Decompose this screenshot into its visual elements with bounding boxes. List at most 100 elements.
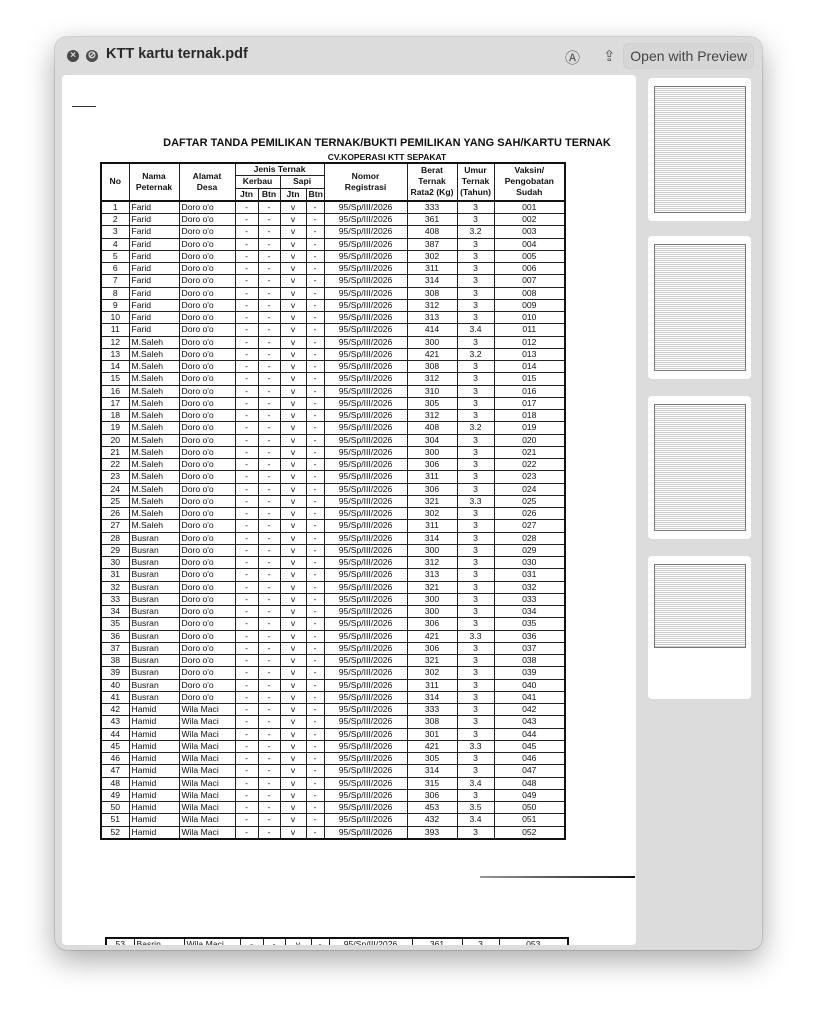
cell-kerbau-jtn: - bbox=[234, 274, 259, 288]
cell-sapi-btn: - bbox=[305, 261, 325, 276]
table-row: 41 Busran Doro o'o - - v -95/Sp/III/2026 314 3 04… bbox=[100, 690, 566, 705]
page-thumbnail-1[interactable] bbox=[648, 78, 751, 221]
markup-icon[interactable]: Ⓐ bbox=[565, 50, 581, 67]
cell-kerbau-btn: - bbox=[257, 261, 281, 276]
cell-kerbau-jtn: - bbox=[234, 764, 259, 778]
cell-kerbau-btn: - bbox=[257, 506, 281, 521]
table-row: 2 Farid Doro o'o - - v -95/Sp/III/2026 361 3 002 bbox=[100, 212, 566, 227]
cell-kerbau-jtn: - bbox=[234, 310, 259, 325]
cell-berat: 314 bbox=[406, 690, 458, 705]
cell-kerbau-jtn: - bbox=[234, 715, 259, 729]
cell-kerbau-btn: - bbox=[257, 433, 281, 447]
cell-berat: 306 bbox=[406, 788, 458, 803]
cell-vaksin: 047 bbox=[493, 764, 566, 778]
cell-registrasi: 95/Sp/III/2026 bbox=[323, 470, 408, 484]
cell-berat: 302 bbox=[406, 506, 458, 521]
table-row: 26 M.Saleh Doro o'o - - v -95/Sp/III/2026 302 3 0… bbox=[100, 506, 566, 521]
page-thumbnail-4[interactable] bbox=[648, 556, 751, 699]
cell-kerbau-btn: - bbox=[257, 470, 281, 484]
cell-berat: 432 bbox=[406, 813, 458, 827]
cell-sapi-btn: - bbox=[305, 384, 325, 398]
cell-sapi-btn: - bbox=[310, 937, 330, 945]
cell-kerbau-btn: - bbox=[257, 617, 281, 631]
cell-desa: Doro o'o bbox=[178, 641, 236, 656]
cell-umur: 3 bbox=[456, 690, 495, 705]
cell-registrasi: 95/Sp/III/2026 bbox=[323, 237, 408, 251]
table-row: 29 Busran Doro o'o - - v -95/Sp/III/2026 300 3 02… bbox=[100, 543, 566, 558]
cell-sapi-btn: - bbox=[305, 800, 325, 815]
cell-no: 46 bbox=[100, 751, 130, 766]
cell-nama: M.Saleh bbox=[128, 335, 180, 349]
open-with-preview-button[interactable]: Open with Preview bbox=[623, 43, 754, 69]
stop-icon[interactable]: ⊘ bbox=[86, 50, 98, 62]
cell-desa: Doro o'o bbox=[178, 323, 236, 337]
cell-registrasi: 95/Sp/III/2026 bbox=[323, 715, 408, 729]
cell-desa: Doro o'o bbox=[178, 457, 236, 472]
cell-kerbau-btn: - bbox=[257, 408, 281, 423]
cell-nama: Busran bbox=[128, 568, 180, 582]
cell-berat: 305 bbox=[406, 751, 458, 766]
cell-vaksin: 046 bbox=[493, 751, 566, 766]
cell-kerbau-jtn: - bbox=[234, 433, 259, 447]
cell-desa: Doro o'o bbox=[178, 555, 236, 570]
cell-sapi-jtn: v bbox=[279, 506, 307, 521]
cell-umur: 3 bbox=[456, 764, 495, 778]
table-row: 8 Farid Doro o'o - - v -95/Sp/III/2026 308 3 008 bbox=[100, 286, 566, 300]
table-row: 16 M.Saleh Doro o'o - - v -95/Sp/III/2026 310 3 0… bbox=[100, 384, 566, 398]
cell-sapi-jtn: v bbox=[279, 249, 307, 264]
cell-umur: 3 bbox=[456, 568, 495, 582]
document-subtitle: CV.KOPERASI KTT SEPAKAT bbox=[327, 152, 447, 162]
cell-kerbau-jtn: - bbox=[234, 225, 259, 239]
cell-berat: 321 bbox=[406, 580, 458, 594]
table-row: 47 Hamid Wila Maci - - v -95/Sp/III/2026 314 3 04… bbox=[100, 764, 566, 778]
cell-sapi-jtn: v bbox=[279, 482, 307, 496]
cell-no: 52 bbox=[100, 825, 130, 840]
table-row: 25 M.Saleh Doro o'o - - v -95/Sp/III/2026 321 3.… bbox=[100, 494, 566, 509]
cell-berat: 393 bbox=[406, 825, 458, 840]
cell-sapi-jtn: v bbox=[279, 764, 307, 778]
quicklook-window: × ⊘ KTT kartu ternak.pdf Ⓐ ⇪ Open with P… bbox=[55, 37, 762, 950]
cell-sapi-jtn: v bbox=[279, 396, 307, 411]
table-row: 43 Hamid Wila Maci - - v -95/Sp/III/2026 308 3 04… bbox=[100, 715, 566, 729]
cell-sapi-jtn: v bbox=[279, 335, 307, 349]
cell-no: 3 bbox=[100, 225, 130, 239]
page-thumbnail-3[interactable] bbox=[648, 396, 751, 539]
table-row: 50 Hamid Wila Maci - - v -95/Sp/III/2026 453 3.5… bbox=[100, 800, 566, 815]
cell-desa: Wila Maci bbox=[178, 788, 236, 803]
cell-umur: 3 bbox=[456, 433, 495, 447]
cell-umur: 3 bbox=[456, 310, 495, 325]
table-body: 1 Farid Doro o'o - - v -95/Sp/III/2026 333 3 001 2… bbox=[100, 200, 566, 840]
cell-umur: 3 bbox=[456, 531, 495, 545]
cell-umur: 3.3 bbox=[456, 739, 495, 754]
cell-sapi-btn: - bbox=[305, 372, 325, 386]
cell-vaksin: 028 bbox=[493, 531, 566, 545]
cell-desa: Doro o'o bbox=[178, 335, 236, 349]
cell-vaksin: 012 bbox=[493, 335, 566, 349]
cell-desa: Doro o'o bbox=[178, 200, 236, 214]
cell-sapi-btn: - bbox=[305, 629, 325, 643]
cell-kerbau-jtn: - bbox=[234, 237, 259, 251]
close-icon[interactable]: × bbox=[67, 50, 79, 62]
table-row: 19 M.Saleh Doro o'o - - v -95/Sp/III/2026 408 3.… bbox=[100, 421, 566, 435]
cell-nama: Busran bbox=[128, 592, 180, 607]
cell-sapi-jtn: v bbox=[279, 702, 307, 717]
cell-sapi-btn: - bbox=[305, 543, 325, 558]
cell-no: 1 bbox=[100, 200, 130, 214]
cell-kerbau-btn: - bbox=[257, 715, 281, 729]
table-row: 18 M.Saleh Doro o'o - - v -95/Sp/III/2026 312 3 0… bbox=[100, 408, 566, 423]
page-thumbnail-2[interactable] bbox=[648, 236, 751, 379]
cell-vaksin: 027 bbox=[493, 519, 566, 533]
cell-no: 4 bbox=[100, 237, 130, 251]
cell-sapi-btn: - bbox=[305, 274, 325, 288]
cell-berat: 421 bbox=[406, 347, 458, 362]
share-icon[interactable]: ⇪ bbox=[603, 48, 616, 65]
cell-kerbau-btn: - bbox=[257, 788, 281, 803]
cell-nama: M.Saleh bbox=[128, 470, 180, 484]
cell-berat: 300 bbox=[406, 445, 458, 460]
cell-umur: 3.3 bbox=[456, 494, 495, 509]
cell-sapi-btn: - bbox=[305, 237, 325, 251]
cell-desa: Doro o'o bbox=[178, 604, 236, 619]
cell-sapi-jtn: v bbox=[279, 715, 307, 729]
cell-kerbau-jtn: - bbox=[234, 286, 259, 300]
cell-umur: 3 bbox=[456, 678, 495, 692]
